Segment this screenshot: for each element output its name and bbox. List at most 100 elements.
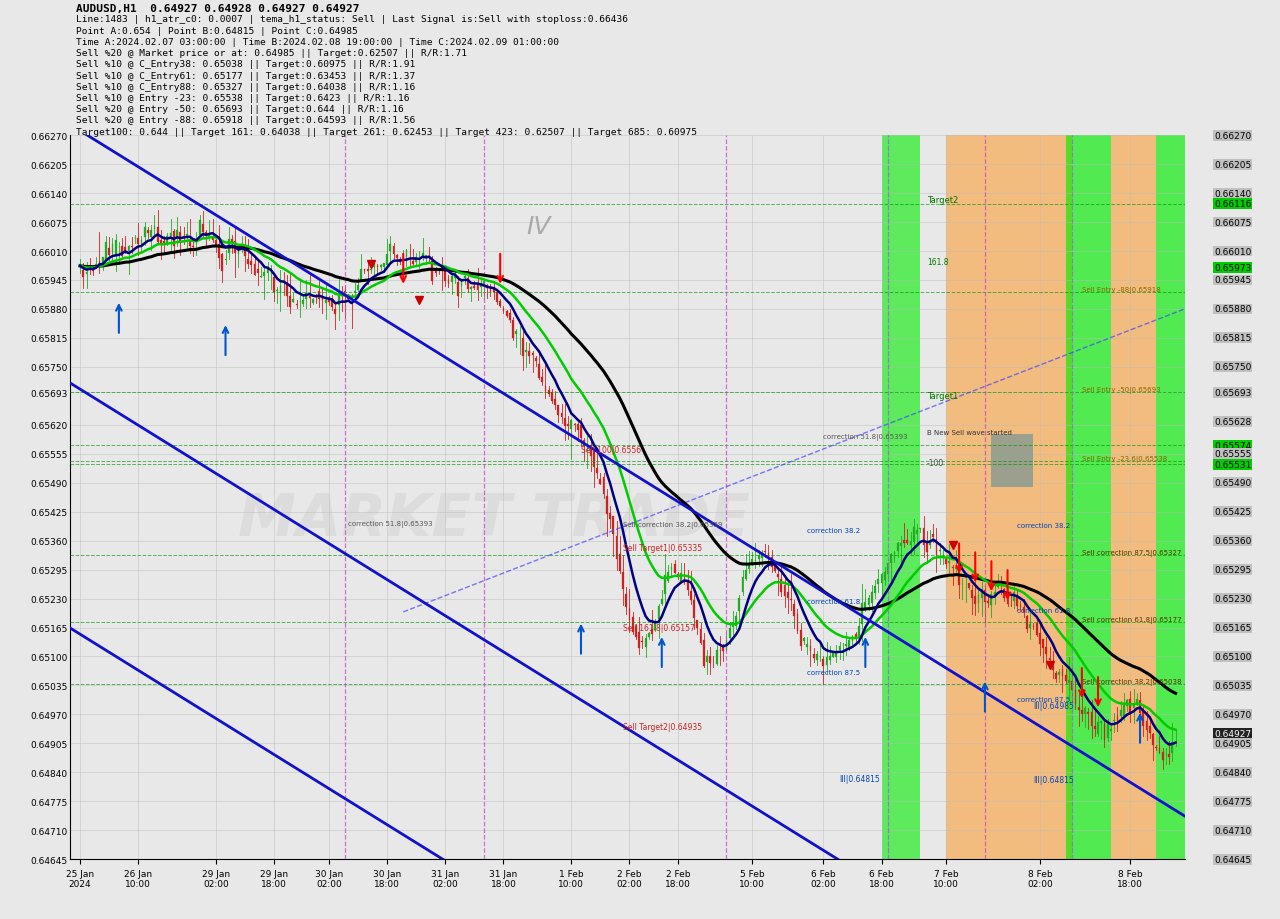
Bar: [603, 478, 604, 494]
Bar: [645, 639, 646, 648]
Bar: [703, 641, 705, 666]
Bar: [618, 554, 621, 572]
Bar: [829, 656, 831, 660]
Bar: [1094, 727, 1096, 729]
Bar: [806, 644, 808, 648]
Bar: [777, 574, 780, 577]
Text: Sell Entry -88|0.65918: Sell Entry -88|0.65918: [1082, 287, 1161, 294]
Bar: [186, 235, 188, 239]
Bar: [493, 289, 494, 292]
Bar: [143, 228, 146, 238]
Bar: [454, 276, 456, 279]
Bar: [680, 573, 682, 583]
Bar: [980, 590, 983, 598]
Bar: [1169, 754, 1170, 757]
Text: correction 51.8|0.65393: correction 51.8|0.65393: [348, 520, 433, 528]
Text: 0.65945: 0.65945: [1213, 277, 1252, 285]
Bar: [1133, 704, 1134, 709]
Bar: [332, 301, 333, 308]
Text: Sell 100|0.6556: Sell 100|0.6556: [581, 445, 641, 454]
Bar: [535, 359, 536, 361]
Text: B New Sell wave started: B New Sell wave started: [927, 429, 1011, 436]
Bar: [1046, 647, 1047, 654]
Bar: [700, 630, 701, 644]
Bar: [257, 270, 259, 274]
Text: correction 61.8: correction 61.8: [1018, 607, 1070, 613]
Text: Target2: Target2: [927, 196, 957, 205]
Bar: [787, 592, 788, 598]
Bar: [732, 623, 733, 628]
Bar: [762, 554, 763, 558]
Bar: [948, 562, 950, 563]
Text: 0.64905: 0.64905: [1213, 739, 1252, 748]
Bar: [105, 243, 106, 260]
Text: Sell %10 @ C_Entry61: 0.65177 || Target:0.63453 || R/R:1.37: Sell %10 @ C_Entry61: 0.65177 || Target:…: [77, 72, 416, 81]
Bar: [1082, 709, 1083, 715]
Bar: [832, 652, 835, 657]
Bar: [273, 278, 275, 292]
Bar: [868, 598, 869, 606]
Bar: [1103, 724, 1106, 740]
Bar: [1078, 707, 1079, 710]
Text: 0.65165: 0.65165: [1213, 623, 1252, 632]
Bar: [503, 308, 504, 312]
Bar: [124, 248, 127, 252]
Bar: [826, 658, 827, 664]
Bar: [800, 630, 801, 647]
Bar: [916, 530, 918, 535]
Bar: [319, 292, 320, 300]
Bar: [1110, 729, 1112, 732]
Bar: [183, 236, 184, 239]
Text: 0.66116: 0.66116: [1213, 200, 1252, 209]
Bar: [1020, 606, 1021, 607]
Bar: [461, 279, 462, 286]
Bar: [474, 287, 475, 289]
Text: 0.64840: 0.64840: [1213, 768, 1252, 777]
Bar: [906, 540, 909, 543]
Bar: [923, 528, 924, 546]
Bar: [1139, 700, 1140, 713]
Bar: [1055, 673, 1057, 679]
Bar: [154, 227, 155, 230]
Bar: [648, 633, 650, 638]
Bar: [228, 240, 229, 254]
Bar: [412, 262, 413, 266]
Bar: [687, 582, 689, 590]
Bar: [306, 293, 307, 300]
Bar: [374, 264, 375, 267]
Text: Sell Target2|0.64935: Sell Target2|0.64935: [623, 721, 703, 731]
Text: correction 87.5: correction 87.5: [1018, 697, 1070, 702]
Bar: [211, 238, 214, 241]
Text: correction 51.8|0.65393: correction 51.8|0.65393: [613, 520, 694, 528]
Bar: [652, 630, 653, 634]
Bar: [448, 279, 449, 285]
Bar: [509, 314, 511, 321]
Bar: [221, 255, 223, 272]
Bar: [664, 575, 666, 595]
Bar: [470, 288, 472, 289]
Bar: [1120, 710, 1121, 716]
Bar: [882, 136, 920, 859]
Bar: [1036, 623, 1038, 635]
Text: Sell Entry -50|0.65693: Sell Entry -50|0.65693: [1082, 387, 1161, 394]
Text: Target100: 0.644 || Target 161: 0.64038 || Target 261: 0.62453 || Target 423: 0.: Target100: 0.644 || Target 161: 0.64038 …: [77, 128, 698, 137]
Bar: [122, 247, 123, 256]
Bar: [992, 434, 1033, 488]
Bar: [531, 353, 534, 355]
Bar: [179, 233, 182, 243]
Bar: [544, 387, 547, 391]
Bar: [748, 563, 750, 570]
Text: 0.65880: 0.65880: [1213, 305, 1252, 314]
Bar: [1048, 658, 1051, 660]
Bar: [755, 561, 756, 562]
Text: 0.65750: 0.65750: [1213, 363, 1252, 372]
Bar: [486, 286, 488, 289]
Bar: [1107, 724, 1108, 738]
Bar: [593, 452, 595, 467]
Bar: [1146, 721, 1147, 730]
Bar: [166, 237, 168, 245]
Bar: [667, 573, 669, 582]
Bar: [99, 262, 100, 266]
Bar: [586, 447, 589, 450]
Bar: [215, 241, 216, 245]
